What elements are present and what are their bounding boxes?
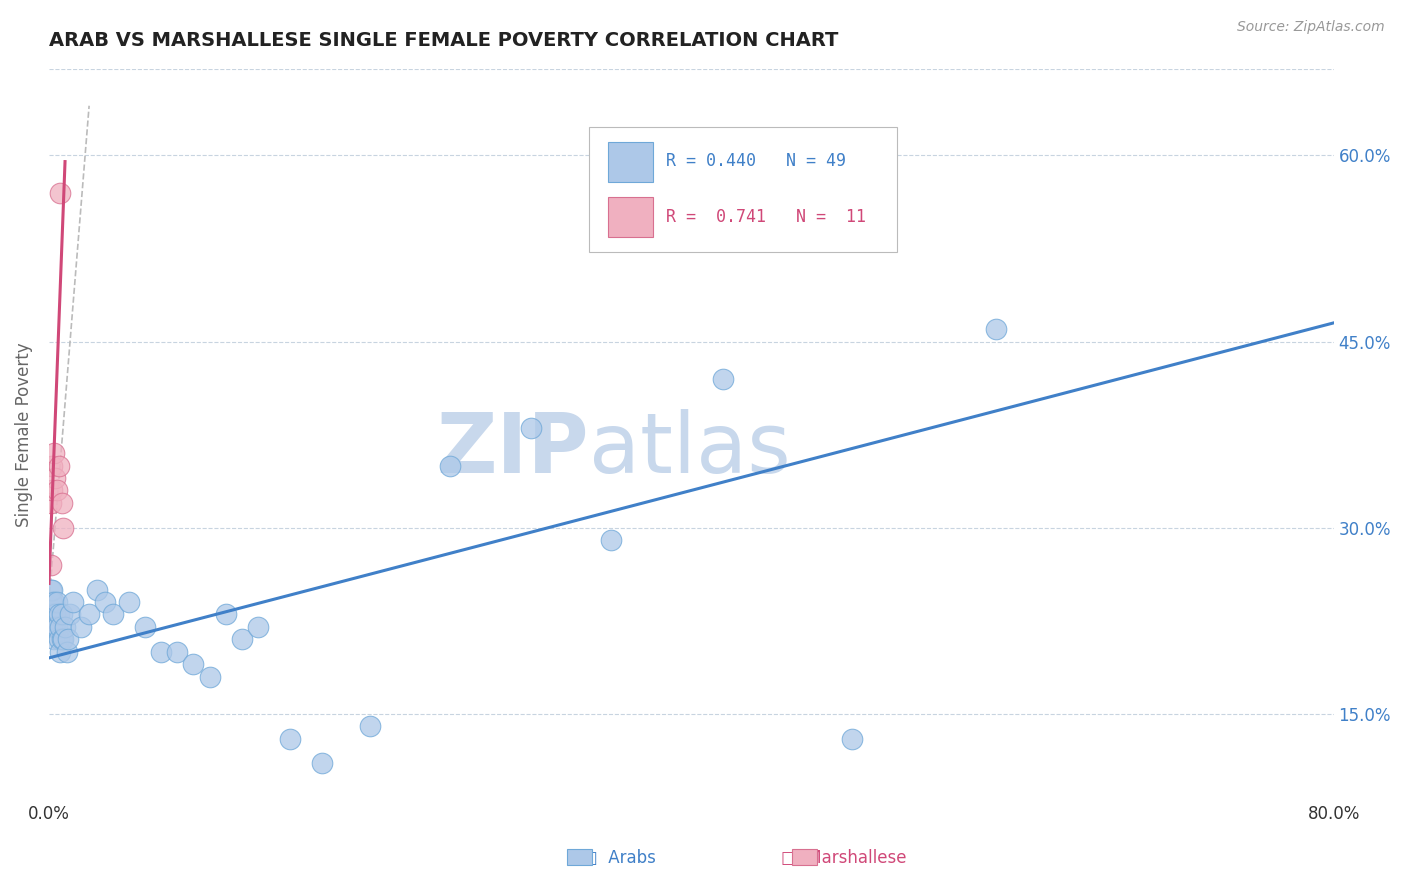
Point: [39, 582, 62, 597]
Point: [41, 607, 63, 622]
Bar: [792, 849, 817, 865]
Point: [519, 421, 541, 435]
Point: [46, 483, 69, 498]
Point: [53, 620, 76, 634]
Point: [51, 607, 73, 622]
Bar: [607, 196, 652, 237]
Point: [55, 645, 77, 659]
Point: [214, 607, 236, 622]
Point: [48, 607, 70, 622]
Point: [49, 620, 72, 634]
Point: [278, 731, 301, 746]
Point: [841, 731, 863, 746]
Point: [94, 595, 117, 609]
Bar: [607, 142, 652, 182]
Point: [41, 458, 63, 473]
Point: [48, 458, 70, 473]
Point: [986, 322, 1008, 336]
Point: [39, 607, 62, 622]
Point: [103, 607, 125, 622]
Point: [600, 533, 623, 547]
FancyBboxPatch shape: [589, 127, 897, 252]
Point: [51, 496, 73, 510]
Point: [166, 645, 188, 659]
Bar: [567, 849, 592, 865]
Point: [42, 632, 65, 647]
Point: [62, 595, 84, 609]
Point: [41, 582, 63, 597]
Point: [48, 632, 70, 647]
Point: [439, 458, 461, 473]
Text: □  Marshallese: □ Marshallese: [780, 849, 907, 867]
Text: R = 0.440   N = 49: R = 0.440 N = 49: [665, 153, 845, 170]
Point: [150, 645, 173, 659]
Point: [52, 521, 75, 535]
Point: [86, 582, 108, 597]
Text: ZIP: ZIP: [436, 409, 589, 490]
Text: atlas: atlas: [589, 409, 790, 490]
Text: ARAB VS MARSHALLESE SINGLE FEMALE POVERTY CORRELATION CHART: ARAB VS MARSHALLESE SINGLE FEMALE POVERT…: [49, 31, 838, 50]
Point: [311, 756, 333, 771]
Point: [49, 645, 72, 659]
Point: [52, 632, 75, 647]
Point: [713, 372, 735, 386]
Point: [58, 632, 80, 647]
Point: [41, 483, 63, 498]
Point: [39, 496, 62, 510]
Point: [134, 620, 156, 634]
Point: [59, 607, 82, 622]
Point: [41, 620, 63, 634]
Point: [231, 632, 253, 647]
Point: [44, 620, 66, 634]
Point: [70, 620, 93, 634]
Point: [42, 446, 65, 460]
Point: [46, 620, 69, 634]
Point: [246, 620, 269, 634]
Point: [44, 607, 66, 622]
Point: [39, 595, 62, 609]
Text: Source: ZipAtlas.com: Source: ZipAtlas.com: [1237, 20, 1385, 34]
Point: [49, 186, 72, 200]
Point: [359, 719, 381, 733]
Point: [46, 595, 69, 609]
Point: [44, 471, 66, 485]
Point: [39, 558, 62, 572]
Y-axis label: Single Female Poverty: Single Female Poverty: [15, 343, 32, 527]
Point: [42, 620, 65, 634]
Point: [183, 657, 205, 672]
Point: [51, 632, 73, 647]
Point: [77, 607, 100, 622]
Point: [41, 595, 63, 609]
Point: [118, 595, 141, 609]
Point: [42, 595, 65, 609]
Point: [198, 669, 221, 683]
Text: R =  0.741   N =  11: R = 0.741 N = 11: [665, 208, 866, 227]
Text: □  Arabs: □ Arabs: [582, 849, 655, 867]
